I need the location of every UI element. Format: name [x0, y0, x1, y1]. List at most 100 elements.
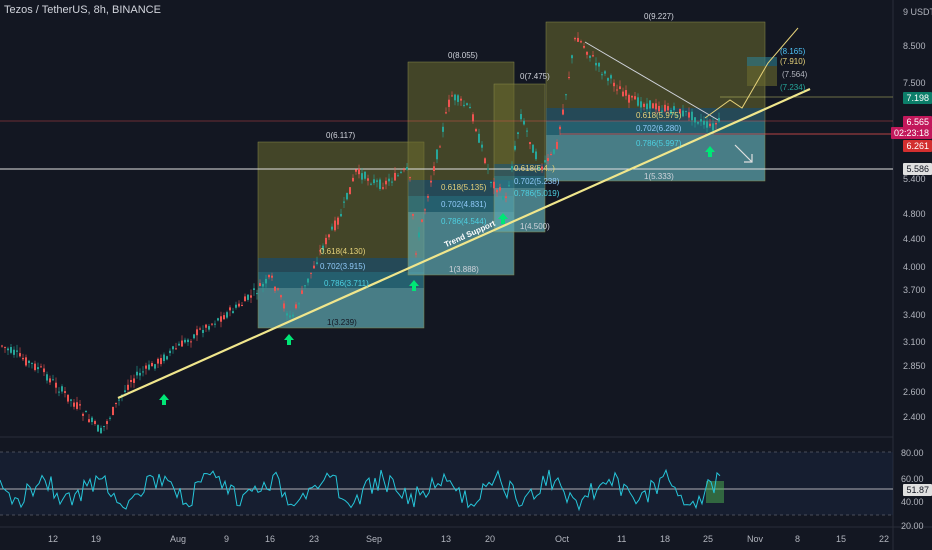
candle-body	[172, 346, 174, 350]
candle-body	[544, 160, 546, 163]
candle-body	[202, 329, 204, 333]
candle-body	[208, 326, 210, 330]
fib-label: 1(3.239)	[327, 318, 357, 327]
candle-body	[280, 295, 282, 298]
candle-body	[49, 378, 51, 383]
time-tick: 18	[660, 534, 671, 544]
fib-label: 0.786(5.019)	[514, 189, 560, 198]
candle-body	[427, 196, 429, 198]
candle-body	[568, 77, 570, 79]
candle-body	[679, 108, 681, 114]
candle-body	[67, 394, 69, 402]
candle-body	[436, 149, 438, 160]
candle-body	[646, 103, 648, 110]
candle-body	[556, 141, 558, 149]
candle-body	[364, 171, 366, 179]
price-tick: 8.500	[903, 41, 926, 51]
price-tick: 4.800	[903, 209, 926, 219]
candle-body	[286, 313, 288, 316]
rsi-value-tag: 51.87	[903, 484, 932, 496]
candle-body	[493, 181, 495, 189]
candle-body	[181, 340, 183, 347]
candle-body	[700, 119, 702, 122]
current-price-tag: 7.198	[903, 92, 932, 104]
candle-body	[571, 55, 573, 59]
target-label: (8.165)	[780, 47, 806, 56]
candle-body	[76, 402, 78, 409]
candle-body	[133, 378, 135, 383]
candle-body	[229, 307, 231, 311]
candle-body	[178, 343, 180, 346]
rsi-band	[0, 452, 893, 515]
price-tick: 2.400	[903, 412, 926, 422]
candle-body	[580, 41, 582, 43]
candle-body	[628, 94, 630, 103]
candle-body	[481, 144, 483, 148]
candle-body	[511, 166, 513, 170]
candle-body	[139, 372, 141, 376]
candle-body	[334, 220, 336, 231]
fib-label: 0(9.227)	[644, 12, 674, 21]
candle-body	[550, 154, 552, 156]
candle-body	[370, 183, 372, 185]
fib-zone-upper	[258, 142, 424, 258]
time-tick: 13	[441, 534, 452, 544]
candle-body	[64, 391, 66, 393]
candle-body	[355, 169, 357, 172]
candle-body	[454, 94, 456, 101]
candle-body	[100, 427, 102, 434]
candle-body	[343, 201, 345, 203]
time-tick: 11	[617, 534, 627, 544]
fib-label: 0.786(4.544)	[441, 217, 487, 226]
candle-body	[163, 354, 165, 362]
candle-body	[127, 384, 129, 390]
price-tick: 2.600	[903, 387, 926, 397]
fib-label: 0.618(4.130)	[320, 247, 366, 256]
candle-body	[235, 304, 237, 308]
candle-body	[247, 294, 249, 300]
price-tick: 4.400	[903, 234, 926, 244]
candle-body	[490, 181, 492, 183]
candle-body	[706, 121, 708, 128]
candle-body	[199, 328, 201, 330]
candle-body	[418, 232, 420, 238]
candle-body	[553, 149, 555, 154]
fib-zone-upper	[546, 22, 765, 108]
candle-body	[538, 167, 540, 170]
candle-body	[406, 167, 408, 170]
time-tick: 16	[265, 534, 276, 544]
candle-body	[676, 114, 678, 116]
candle-body	[238, 303, 240, 307]
candle-body	[577, 37, 579, 42]
candle-body	[412, 213, 414, 216]
candle-body	[385, 180, 387, 185]
candle-body	[541, 166, 543, 170]
candle-body	[691, 111, 693, 121]
candle-body	[463, 104, 465, 106]
candle-body	[376, 180, 378, 182]
candle-body	[619, 86, 621, 90]
candle-body	[256, 293, 258, 295]
candle-body	[523, 120, 525, 125]
candle-body	[430, 180, 432, 183]
candle-body	[673, 106, 675, 111]
candle-body	[631, 95, 633, 98]
fib-label: 0.702(4.831)	[441, 200, 487, 209]
candle-body	[313, 265, 315, 269]
candle-body	[391, 181, 393, 183]
candle-body	[532, 144, 534, 153]
up-arrow-icon	[498, 213, 508, 224]
candle-body	[397, 175, 399, 177]
candle-body	[610, 75, 612, 79]
candle-body	[487, 168, 489, 170]
candle-body	[718, 117, 720, 122]
candle-body	[46, 374, 48, 381]
candle-body	[187, 339, 189, 343]
time-tick: 20	[485, 534, 496, 544]
candle-body	[244, 296, 246, 302]
up-arrow-icon	[284, 334, 294, 345]
candle-body	[40, 366, 42, 368]
candle-body	[130, 379, 132, 383]
